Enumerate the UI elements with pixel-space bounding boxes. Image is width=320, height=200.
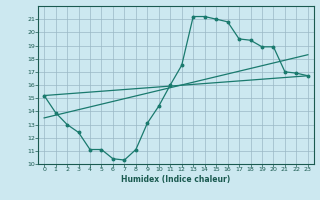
X-axis label: Humidex (Indice chaleur): Humidex (Indice chaleur) xyxy=(121,175,231,184)
